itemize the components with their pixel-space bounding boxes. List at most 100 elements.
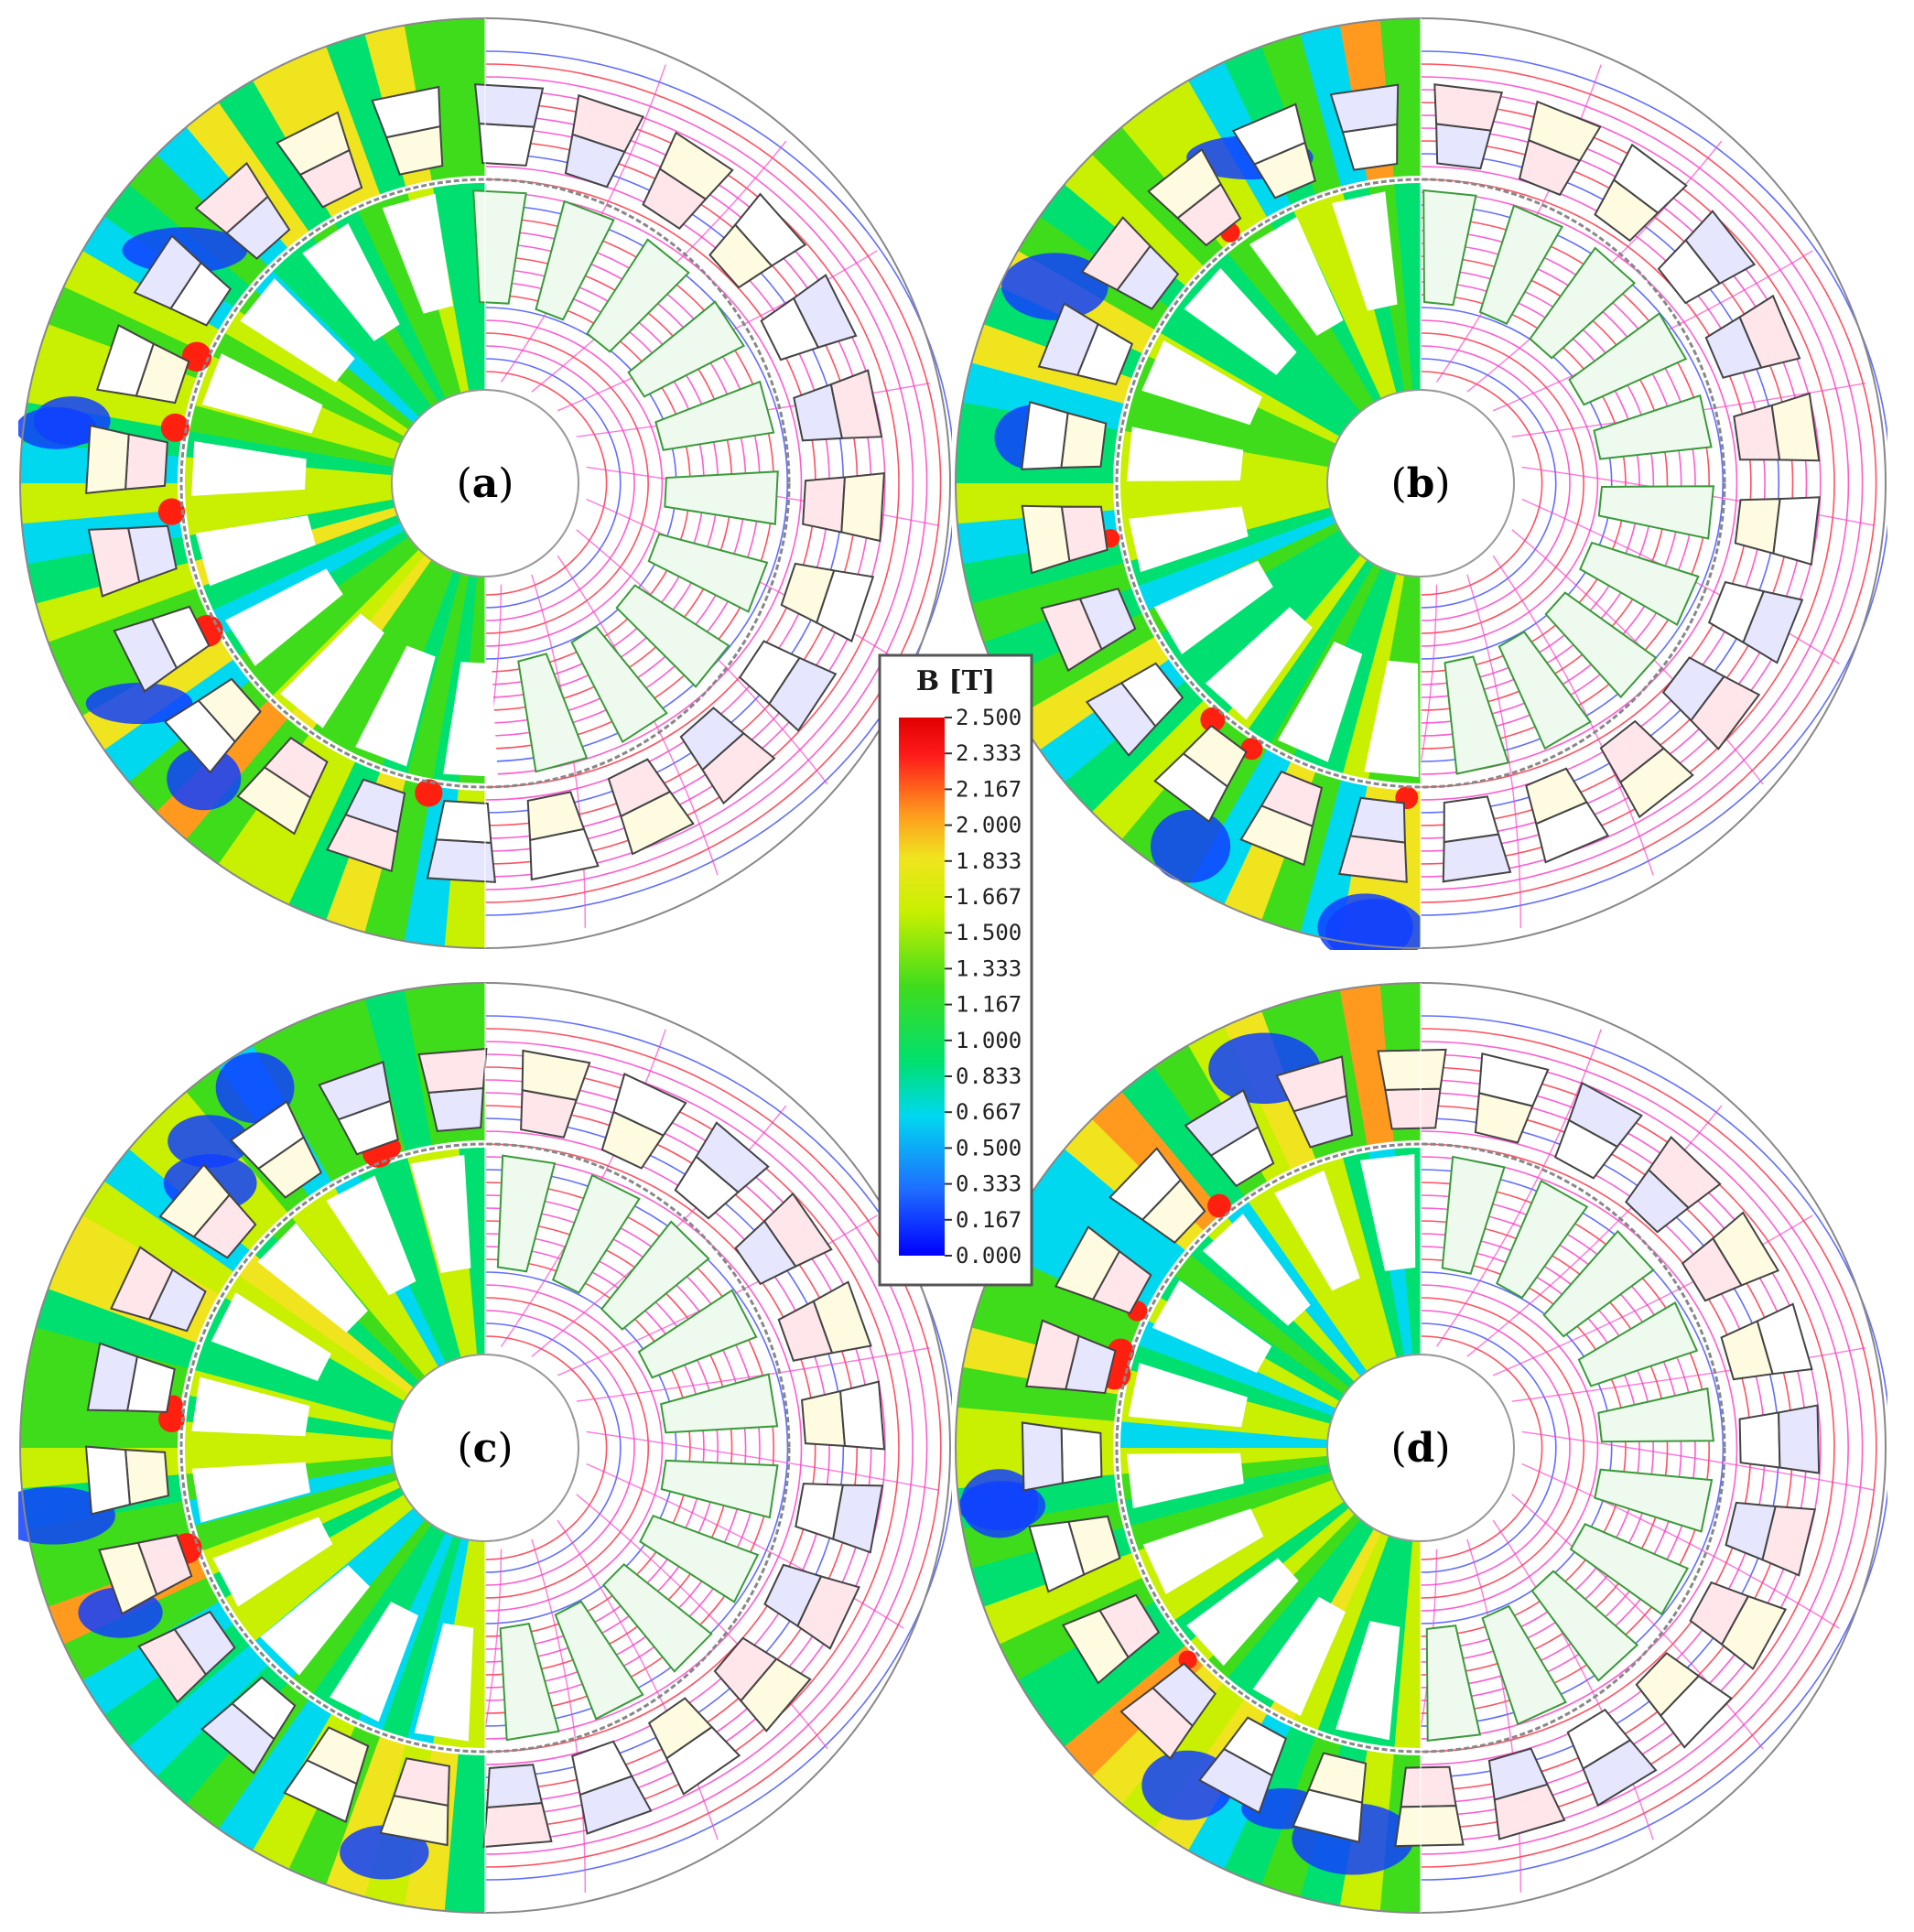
flux-line (1492, 1519, 1654, 1840)
legend-tick-label: 1.667 (956, 884, 1022, 910)
coil-side-inner (124, 1449, 169, 1506)
stator-slot (110, 1246, 207, 1333)
rotor-slot (1126, 1452, 1244, 1509)
coil-side-outer (733, 192, 807, 267)
rotor-slot (1481, 1604, 1567, 1726)
rotor-sector (433, 183, 479, 392)
rotor-sector (312, 1186, 439, 1372)
stator-yoke-sector (1295, 779, 1368, 942)
coil-side-outer (133, 234, 202, 310)
coil-side-outer (1770, 392, 1821, 462)
stator-slot (236, 736, 329, 836)
flux-line (485, 319, 664, 647)
stator-yoke-sector (214, 1698, 331, 1851)
rotor-slot (1579, 541, 1700, 627)
stator-slot (1329, 83, 1400, 171)
rotor-slot (280, 613, 384, 729)
rotor-sector (1130, 1471, 1334, 1551)
rotor-slot (1184, 267, 1297, 375)
coil-side-outer (276, 111, 351, 177)
flux-line (1421, 1549, 1438, 1733)
stator-slot (1442, 795, 1512, 883)
coil-side-outer (762, 1192, 833, 1268)
rotor-slot (410, 1154, 471, 1274)
rotor-sector (253, 542, 419, 696)
stator-slot (200, 1676, 297, 1775)
legend-color-bar (899, 718, 945, 1256)
rotor-sector (239, 1252, 415, 1395)
flux-line (1421, 332, 1584, 634)
panel-label-letter: b (1407, 460, 1435, 507)
air-gap (1115, 1142, 1726, 1754)
stator-slot (283, 1726, 370, 1823)
stator-slot (1689, 1581, 1788, 1670)
coil-side-outer (1275, 1055, 1348, 1113)
flux-line (1521, 1462, 1840, 1629)
flux-line (1421, 1271, 1613, 1624)
rotor-sector (1246, 558, 1374, 744)
coil-side-outer (620, 790, 695, 856)
coil-side-inner (1435, 123, 1492, 170)
coil-side-outer (1153, 752, 1229, 824)
stator-yoke-sector (1064, 151, 1206, 286)
stator-slot (571, 1740, 653, 1835)
stator-yoke-sector (20, 478, 179, 524)
coil-side-outer (1738, 294, 1801, 369)
coil-side-outer (379, 1795, 449, 1847)
flux-line (485, 1130, 830, 1765)
flux-line (485, 332, 649, 634)
air-gap (179, 1142, 791, 1754)
rotor-sector (189, 402, 395, 468)
stator-yoke-sector (1036, 1621, 1185, 1747)
stator-slot (1635, 1651, 1733, 1749)
rotor-slot (443, 662, 498, 777)
coil-side-inner (1400, 1765, 1457, 1808)
stator-slot (1153, 724, 1248, 824)
legend-tick-label: 2.000 (956, 813, 1022, 838)
coil-side-outer (1535, 801, 1610, 864)
flux-line (485, 1143, 816, 1753)
stator-slot (1474, 1052, 1550, 1144)
coil-side-inner (1384, 1087, 1442, 1130)
rotor-slot (535, 200, 615, 321)
stator-slot (1725, 1501, 1817, 1577)
rotor-slot (654, 380, 775, 451)
coil-side-outer (1377, 1048, 1447, 1091)
rotor-slot (1544, 591, 1658, 699)
rotor-slot (1530, 1570, 1639, 1682)
rotor-slot (499, 1622, 560, 1742)
rotor-slot (1331, 191, 1398, 311)
coil-side-outer (1021, 504, 1071, 575)
coil-side-outer (1582, 1739, 1658, 1808)
rotor-sector (1173, 535, 1349, 676)
low-flux-region (1325, 899, 1421, 950)
coil-side-outer (1612, 143, 1688, 214)
coil-side-outer (87, 527, 141, 598)
stator-yoke-sector (35, 559, 197, 642)
legend-tick-label: 2.167 (956, 776, 1022, 802)
coil-side-outer (1720, 1594, 1788, 1670)
coil-side-outer (236, 766, 312, 836)
coil-side-inner (478, 122, 535, 167)
stator-slot (1147, 147, 1242, 247)
high-flux-spot (1200, 707, 1226, 732)
stator-slot (777, 1280, 872, 1362)
coil-side-outer (1028, 1520, 1086, 1593)
rotor-sector (379, 1535, 461, 1738)
flux-line (485, 1297, 649, 1599)
stator-yoke-sector (27, 358, 189, 430)
coil-side-outer (1567, 1081, 1643, 1149)
flux-line (531, 1538, 586, 1893)
coil-side-outer (792, 274, 858, 349)
stator-slot (760, 274, 858, 362)
stator-slot (229, 1100, 323, 1199)
coil-side-outer (839, 1380, 886, 1451)
stator-slot (801, 1380, 886, 1451)
coil-side-outer (1772, 496, 1821, 567)
stator-slot (647, 1697, 741, 1796)
coil-side-outer (1756, 1302, 1813, 1376)
flux-line (1421, 358, 1557, 609)
rotor-slot (600, 1220, 710, 1331)
air-gap (179, 178, 791, 789)
stator-slot (763, 1563, 860, 1650)
